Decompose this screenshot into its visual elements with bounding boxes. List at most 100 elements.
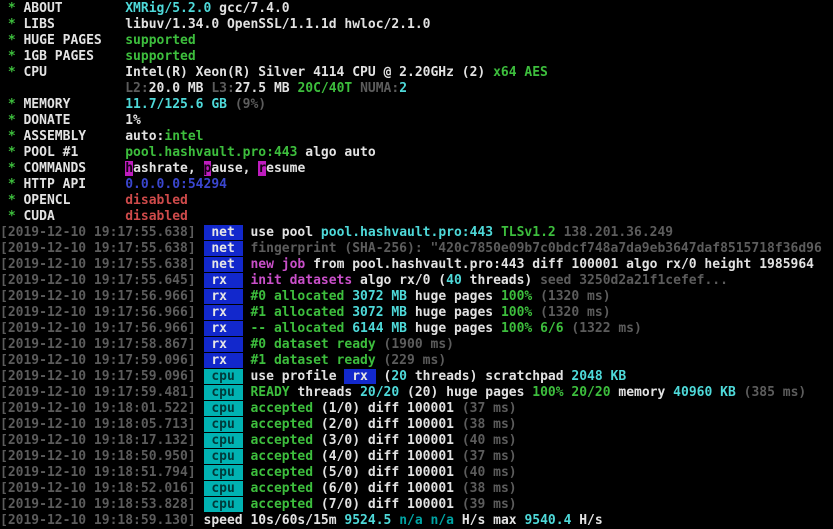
text-segment: (7/0) diff 100001 — [313, 497, 462, 512]
text-segment: Intel(R) Xeon(R) Silver 4114 CPU @ 2.20G… — [125, 65, 494, 80]
rx-badge: rx — [203, 353, 243, 368]
text-segment: algo rx/0 ( — [352, 273, 447, 288]
cpu-badge: cpu — [203, 417, 243, 432]
field-label: DONATE — [23, 113, 126, 128]
bullet-star: * — [0, 145, 24, 160]
pool-ip: 138.201.36.249 — [563, 225, 674, 240]
hotkey-highlight: p — [203, 161, 212, 176]
rx-badge: rx — [203, 273, 243, 288]
text-segment: (38 ms) — [461, 417, 517, 432]
log-allocated-0: [2019-12-10 19:17:56.966] rx #0 allocate… — [0, 289, 833, 305]
text-segment: n/a n/a — [399, 513, 462, 528]
text-segment: TLSv1.2 — [500, 225, 564, 240]
text-segment: accepted — [250, 465, 314, 480]
text-segment: (5/0) diff 100001 — [313, 465, 462, 480]
field-label: LIBS — [23, 17, 126, 32]
log-allocated-1: [2019-12-10 19:17:56.966] rx #1 allocate… — [0, 305, 833, 321]
text-segment: algo auto — [297, 145, 376, 160]
text-segment: esume — [266, 161, 306, 176]
bullet-star: * — [0, 1, 24, 16]
text-segment: 1% — [125, 113, 141, 128]
text-segment — [196, 337, 204, 352]
timestamp: [2019-12-10 19:18:01.522] — [0, 401, 196, 416]
text-segment: 2048 KB — [571, 369, 627, 384]
text-segment: (1/0) diff 100001 — [313, 401, 462, 416]
field-label: ASSEMBLY — [23, 129, 126, 144]
bullet-star: * — [0, 129, 24, 144]
text-segment: 100% — [500, 305, 541, 320]
text-segment: ause, — [211, 161, 259, 176]
text-segment: 20.0 MB — [148, 81, 212, 96]
text-segment: accepted — [250, 481, 314, 496]
text-segment — [196, 305, 204, 320]
text-segment: #0 dataset ready — [250, 337, 384, 352]
status-value: disabled — [125, 209, 188, 224]
hashrate-max: 9540.4 — [524, 513, 580, 528]
field-label: CPU — [23, 65, 126, 80]
log-use-pool: [2019-12-10 19:17:55.638] net use pool p… — [0, 225, 833, 241]
text-segment: L2: — [125, 81, 149, 96]
bullet-star: * — [0, 49, 24, 64]
text-segment: 20 — [391, 369, 408, 384]
text-segment: 40960 KB — [673, 385, 736, 400]
timestamp: [2019-12-10 19:17:58.867] — [0, 337, 196, 352]
text-segment: XMRig/5.2.0 — [125, 1, 212, 16]
text-segment: 100% — [500, 289, 541, 304]
cpu-badge: cpu — [203, 465, 243, 480]
text-segment — [196, 241, 204, 256]
header-cpu: * CPU Intel(R) Xeon(R) Silver 4114 CPU @… — [0, 65, 833, 81]
timestamp: [2019-12-10 19:17:56.966] — [0, 321, 196, 336]
text-segment: ashrate, — [133, 161, 204, 176]
log-new-job: [2019-12-10 19:17:55.638] net new job fr… — [0, 257, 833, 273]
timestamp: [2019-12-10 19:17:55.645] — [0, 273, 196, 288]
text-segment: (37 ms) — [461, 449, 517, 464]
text-segment: use profile — [250, 369, 345, 384]
text-segment — [196, 369, 204, 384]
timestamp: [2019-12-10 19:18:50.950] — [0, 449, 196, 464]
log-dataset-ready-1: [2019-12-10 19:17:59.096] rx #1 dataset … — [0, 353, 833, 369]
text-segment: (40 ms) — [461, 465, 517, 480]
text-segment: intel — [164, 129, 204, 144]
text-segment: accepted — [250, 401, 314, 416]
log-speed: [2019-12-10 19:18:59.130] speed 10s/60s/… — [0, 513, 833, 529]
text-segment: NUMA: — [360, 81, 400, 96]
text-segment: (1322 ms) — [571, 321, 642, 336]
text-segment: (37 ms) — [461, 401, 517, 416]
text-segment — [196, 417, 204, 432]
cpu-badge: cpu — [203, 497, 243, 512]
tls-fingerprint: fingerprint (SHA-256): "420c7850e09b7c0b… — [250, 241, 822, 256]
text-segment: READY — [250, 385, 290, 400]
text-segment — [196, 465, 204, 480]
header-donate: * DONATE 1% — [0, 113, 833, 129]
field-label: OPENCL — [23, 193, 126, 208]
timestamp: [2019-12-10 19:18:05.713] — [0, 417, 196, 432]
text-segment — [196, 289, 204, 304]
bullet-star: * — [0, 97, 24, 112]
log-accepted-7: [2019-12-10 19:18:53.828] cpu accepted (… — [0, 497, 833, 513]
text-segment: L3: — [211, 81, 235, 96]
text-segment: 20/20 — [360, 385, 400, 400]
header-libs: * LIBS libuv/1.34.0 OpenSSL/1.1.1d hwloc… — [0, 17, 833, 33]
text-segment: (6/0) diff 100001 — [313, 481, 462, 496]
bullet-star: * — [0, 161, 24, 176]
log-allocated-total: [2019-12-10 19:17:56.966] rx -- allocate… — [0, 321, 833, 337]
text-segment — [0, 81, 125, 96]
text-segment — [196, 385, 204, 400]
text-segment: huge pages — [407, 305, 501, 320]
net-badge: net — [203, 241, 243, 256]
text-segment: (1320 ms) — [540, 305, 611, 320]
text-segment: auto: — [125, 129, 165, 144]
log-fingerprint: [2019-12-10 19:17:55.638] net fingerprin… — [0, 241, 833, 257]
timestamp: [2019-12-10 19:17:59.096] — [0, 369, 196, 384]
text-segment: accepted — [250, 497, 314, 512]
text-segment — [196, 225, 204, 240]
status-value: supported — [125, 33, 196, 48]
text-segment: huge pages — [407, 289, 501, 304]
text-segment: huge pages — [407, 321, 501, 336]
cpu-badge: cpu — [203, 385, 243, 400]
text-segment: ( — [375, 369, 392, 384]
text-segment: 2 — [399, 81, 408, 96]
net-badge: net — [203, 225, 243, 240]
header-opencl: * OPENCL disabled — [0, 193, 833, 209]
